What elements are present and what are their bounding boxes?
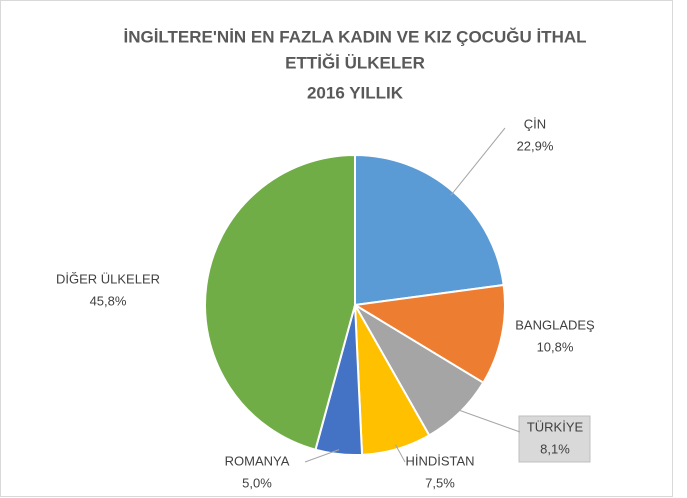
label-box [518,415,591,463]
slice-value-label: 45,8% [90,293,127,308]
slice-value-label: 7,5% [425,475,455,490]
leader-line [450,127,506,196]
chart-subtitle: 2016 YILLIK [307,83,404,102]
leader-line [395,444,406,463]
leader-line [304,449,340,463]
slice-label: DİĞER ÜLKELER [56,271,160,286]
slice-label: HİNDİSTAN [405,453,474,468]
slice-value-label: 8,1% [540,441,570,456]
slice-label: ROMANYA [225,453,290,468]
pie-slice [352,283,506,385]
slice-value-label: 10,8% [537,339,574,354]
chart-title: ETTİĞİ ÜLKELER [285,53,425,72]
slice-label: ÇİN [524,116,546,131]
leader-line [456,408,521,433]
pie-slice [204,153,356,451]
slice-value-label: 22,9% [517,138,554,153]
slice-value-label: 5,0% [242,475,272,490]
slice-label: TÜRKİYE [527,419,584,434]
slice-label: BANGLADEŞ [515,317,595,332]
chart-title: İNGİLTERE'NİN EN FAZLA KADIN VE KIZ ÇOCU… [123,27,586,46]
